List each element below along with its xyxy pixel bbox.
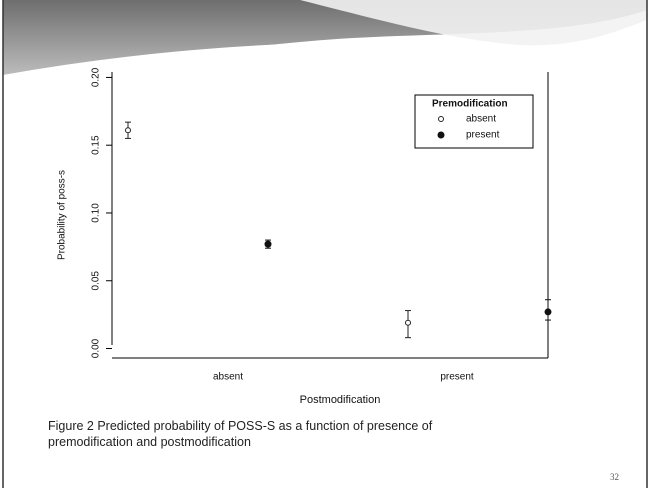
page-number: 32	[610, 472, 619, 482]
legend-marker	[438, 132, 445, 139]
legend-label: present	[466, 130, 500, 141]
x-tick-label: absent	[213, 372, 243, 383]
x-axis-title: Postmodification	[300, 394, 381, 406]
y-tick-label: 0.10	[91, 203, 102, 223]
slide: Postmodification Probability of poss-s P…	[0, 0, 650, 488]
y-tick-label: 0.05	[91, 271, 102, 291]
y-tick-label: 0.00	[91, 338, 102, 358]
legend-marker	[439, 117, 444, 122]
point	[265, 241, 272, 248]
legend-title: Premodification	[432, 99, 508, 110]
y-tick-label: 0.20	[91, 67, 102, 87]
point	[545, 308, 552, 315]
point	[126, 128, 131, 133]
y-axis-title: Probability of poss-s	[57, 170, 68, 260]
caption: Figure 2 Predicted probability of POSS-S…	[48, 418, 488, 450]
y-tick-label: 0.15	[91, 135, 102, 155]
x-tick-label: present	[440, 372, 474, 383]
legend-label: absent	[466, 114, 496, 125]
point	[406, 320, 411, 325]
chart: Postmodification Probability of poss-s P…	[0, 0, 650, 488]
